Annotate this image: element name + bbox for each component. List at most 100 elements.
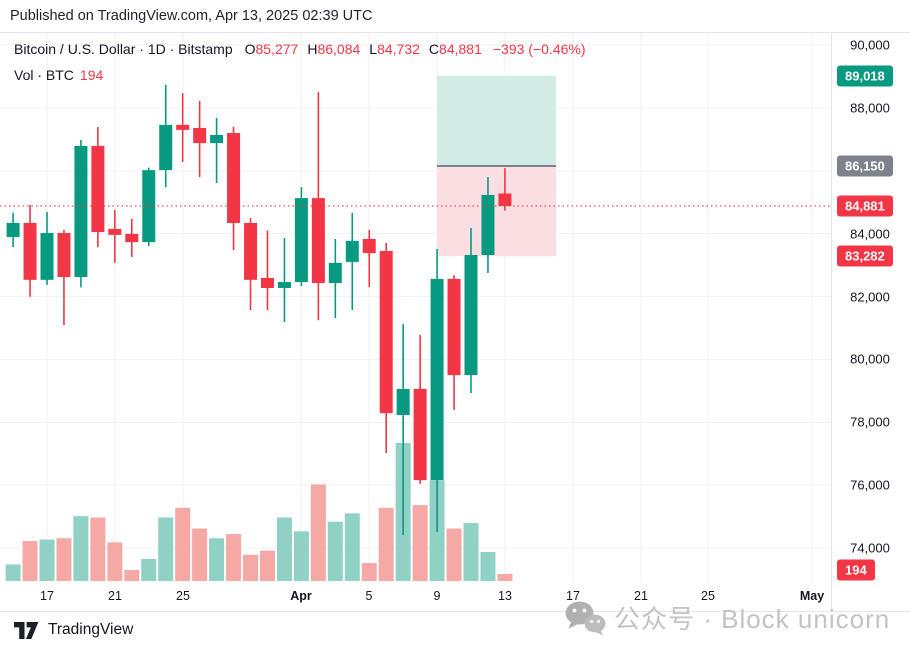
volume-bar bbox=[344, 513, 360, 581]
volume-bar bbox=[480, 552, 496, 581]
candle-body bbox=[430, 278, 444, 481]
time-axis-label: 21 bbox=[634, 589, 648, 603]
volume-bar bbox=[378, 507, 394, 581]
price-axis-label: 90,000 bbox=[850, 37, 890, 53]
candle-body bbox=[413, 388, 427, 481]
candle-body bbox=[125, 233, 139, 243]
volume-bar bbox=[293, 531, 309, 581]
volume-bar bbox=[107, 542, 123, 581]
volume-bar bbox=[361, 563, 377, 581]
price-badge: 83,282 bbox=[837, 245, 893, 267]
candle-body bbox=[244, 222, 258, 280]
legend-open: O85,277 bbox=[244, 41, 299, 57]
time-axis-label: 5 bbox=[365, 589, 373, 603]
tradingview-attribution[interactable]: TradingView bbox=[14, 621, 133, 639]
volume-bar bbox=[141, 558, 157, 581]
tradingview-logo-text: TradingView bbox=[48, 621, 134, 638]
volume-bar bbox=[90, 517, 106, 581]
candle-body bbox=[277, 282, 291, 289]
candle-body bbox=[464, 255, 478, 376]
volume-bar bbox=[158, 517, 174, 581]
volume-label: Vol · BTC bbox=[14, 67, 74, 83]
long-position-profit-zone bbox=[437, 75, 556, 167]
price-badge: 86,150 bbox=[837, 155, 893, 177]
price-axis-label: 84,000 bbox=[850, 226, 890, 242]
candle-body bbox=[57, 232, 71, 278]
wechat-icon bbox=[565, 601, 606, 635]
volume-bar bbox=[22, 540, 38, 581]
price-axis-label: 78,000 bbox=[850, 414, 890, 430]
volume-bar bbox=[276, 517, 292, 581]
wechat-watermark: 公众号 · Block unicorn bbox=[564, 599, 890, 636]
volume-value: 194 bbox=[79, 67, 104, 83]
candle-body bbox=[447, 278, 461, 376]
time-axis-label: 9 bbox=[433, 589, 441, 603]
candle-body bbox=[40, 232, 54, 280]
candle-body bbox=[210, 134, 224, 144]
price-axis-label: 74,000 bbox=[850, 540, 890, 556]
candle-body bbox=[227, 133, 241, 223]
candle-body bbox=[159, 124, 173, 171]
candle-body bbox=[311, 198, 325, 283]
price-badge: 84,881 bbox=[837, 195, 893, 217]
legend-low: L84,732 bbox=[369, 41, 420, 57]
candle-body bbox=[294, 198, 308, 283]
volume-bar bbox=[412, 505, 428, 581]
time-axis-label: 13 bbox=[498, 589, 512, 603]
price-axis-label: 80,000 bbox=[850, 351, 890, 367]
candle-body bbox=[362, 238, 376, 254]
volume-bar bbox=[497, 574, 513, 581]
symbol-title: Bitcoin / U.S. Dollar · 1D · Bitstamp bbox=[14, 41, 233, 57]
watermark-text: 公众号 · Block unicorn bbox=[614, 604, 891, 634]
volume-bar bbox=[192, 528, 208, 581]
candle-body bbox=[176, 124, 190, 130]
volume-bar bbox=[209, 538, 225, 581]
volume-bar bbox=[259, 550, 275, 581]
time-axis-label: 21 bbox=[108, 589, 122, 603]
legend-close: C84,881 bbox=[428, 41, 482, 57]
candle-body bbox=[74, 145, 88, 278]
candle-body bbox=[91, 145, 105, 233]
price-axis-label: 76,000 bbox=[850, 477, 890, 493]
published-header: Published on TradingView.com, Apr 13, 20… bbox=[10, 8, 372, 24]
time-axis-label: Apr bbox=[290, 589, 312, 603]
price-badge: 194 bbox=[837, 559, 875, 581]
candle-body bbox=[328, 262, 342, 283]
candle-body bbox=[108, 228, 122, 235]
time-axis-label: 17 bbox=[40, 589, 54, 603]
volume-bar bbox=[327, 521, 343, 581]
price-badge: 89,018 bbox=[837, 65, 893, 87]
candle-body bbox=[260, 277, 274, 289]
candle-body bbox=[379, 250, 393, 414]
volume-bar bbox=[243, 554, 259, 581]
volume-bar bbox=[39, 539, 55, 581]
volume-bar bbox=[175, 507, 191, 581]
volume-bar bbox=[124, 569, 140, 581]
legend-high: H86,084 bbox=[307, 41, 361, 57]
time-axis-label: 25 bbox=[176, 589, 190, 603]
time-axis-label: 25 bbox=[701, 589, 715, 603]
volume-bar bbox=[56, 538, 72, 581]
candle-body bbox=[193, 127, 207, 144]
time-axis-label: 17 bbox=[566, 589, 580, 603]
volume-bar bbox=[310, 484, 326, 581]
volume-bar bbox=[73, 516, 89, 581]
long-position-loss-zone bbox=[437, 166, 556, 257]
time-axis-label: May bbox=[799, 589, 825, 603]
candle-body bbox=[498, 193, 512, 206]
volume-bar bbox=[5, 564, 21, 581]
candle-body bbox=[481, 194, 495, 256]
candle-body bbox=[345, 240, 359, 262]
candle-body bbox=[396, 388, 410, 416]
candle-body bbox=[23, 222, 37, 280]
chart-legend: Bitcoin / U.S. Dollar · 1D · Bitstamp O8… bbox=[14, 39, 586, 86]
legend-volume-row: Vol · BTC 194 bbox=[14, 65, 586, 86]
published-text: Published on TradingView.com, Apr 13, 20… bbox=[10, 8, 373, 24]
volume-bar bbox=[463, 523, 479, 581]
price-axis-label: 82,000 bbox=[850, 289, 890, 304]
legend-change: −393 (−0.46%) bbox=[492, 41, 586, 57]
volume-bar bbox=[226, 534, 242, 581]
price-axis-label: 88,000 bbox=[850, 100, 890, 116]
tradingview-logo-icon bbox=[14, 621, 39, 639]
